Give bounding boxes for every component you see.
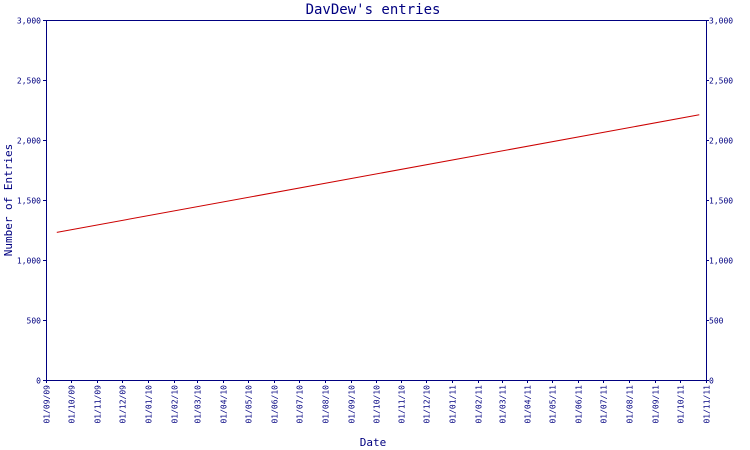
x-tick-label: 01/10/09 [68, 385, 77, 424]
x-tick-label: 01/02/10 [171, 385, 180, 424]
y-tick-label-right: 1,500 [709, 197, 733, 206]
y-tick-label-right: 1,000 [709, 257, 733, 266]
y-tick-label-left: 1,000 [17, 257, 41, 266]
chart-title: DavDew's entries [306, 2, 441, 18]
x-tick-label: 01/09/11 [652, 385, 661, 424]
y-tick-label-left: 1,500 [17, 197, 41, 206]
x-tick-label: 01/05/11 [549, 385, 558, 424]
x-tick-label: 01/12/09 [119, 385, 128, 424]
y-tick-label-right: 3,000 [709, 17, 733, 26]
x-tick-label: 01/05/10 [245, 385, 254, 424]
x-tick-label: 01/11/10 [398, 385, 407, 424]
x-tick-label: 01/03/11 [499, 385, 508, 424]
y-tick-label-right: 2,500 [709, 77, 733, 86]
x-tick-label: 01/11/11 [703, 385, 712, 424]
x-tick-label: 01/02/11 [475, 385, 484, 424]
y-tick-label-left: 0 [36, 377, 41, 386]
y-tick-label-left: 500 [27, 317, 42, 326]
plot-frame [46, 20, 707, 381]
x-tick-label: 01/08/10 [322, 385, 331, 424]
x-tick-label: 01/03/10 [194, 385, 203, 424]
x-tick-label: 01/11/09 [94, 385, 103, 424]
y-tick-label-right: 0 [709, 377, 714, 386]
y-axis-right: 0 500 1,000 1,500 2,000 2,500 3,000 [706, 17, 733, 386]
x-axis: 01/09/09 01/10/09 01/11/09 01/12/09 01/01/10… [43, 380, 712, 424]
x-tick-label: 01/01/10 [145, 385, 154, 424]
y-tick-label-left: 2,000 [17, 137, 41, 146]
y-axis-left: 0 500 1,000 1,500 2,000 2,500 3,000 [17, 17, 46, 386]
x-tick-label: 01/12/10 [423, 385, 432, 424]
x-tick-label: 01/10/11 [677, 385, 686, 424]
x-tick-label: 01/04/10 [220, 385, 229, 424]
y-tick-label-right: 2,000 [709, 137, 733, 146]
y-tick-label-left: 2,500 [17, 77, 41, 86]
x-tick-label: 01/06/11 [575, 385, 584, 424]
x-tick-label: 01/08/11 [626, 385, 635, 424]
x-axis-title: Date [360, 436, 387, 449]
x-tick-label: 01/07/10 [296, 385, 305, 424]
x-tick-label: 01/04/11 [524, 385, 533, 424]
x-tick-label: 01/01/11 [449, 385, 458, 424]
entries-series-line [56, 114, 700, 233]
y-tick-label-right: 500 [709, 317, 724, 326]
y-axis-title: Number of Entries [2, 144, 15, 257]
x-tick-label: 01/07/11 [600, 385, 609, 424]
series-group [56, 114, 700, 233]
x-tick-label: 01/09/10 [348, 385, 357, 424]
y-tick-label-left: 3,000 [17, 17, 41, 26]
x-tick-label: 01/10/10 [373, 385, 382, 424]
x-tick-label: 01/09/09 [43, 385, 52, 424]
x-tick-label: 01/06/10 [271, 385, 280, 424]
